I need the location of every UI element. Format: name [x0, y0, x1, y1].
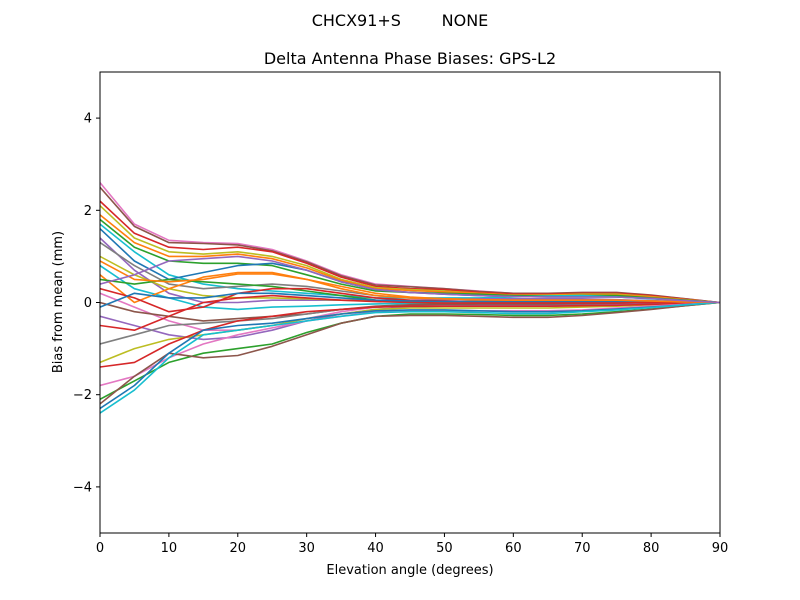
series-line-20 [100, 294, 720, 332]
series-line-26 [100, 301, 720, 405]
series-line-2 [100, 186, 720, 304]
x-axis: 0 10 20 30 40 50 60 70 80 90 [96, 533, 728, 556]
y-tick-label: −4 [73, 480, 92, 495]
series-line-4 [100, 205, 720, 304]
y-tick-label: −2 [73, 388, 92, 403]
series-line-30 [100, 255, 720, 304]
y-tick-label: 4 [84, 112, 92, 127]
chart-title: Delta Antenna Phase Biases: GPS-L2 [264, 49, 556, 68]
y-axis: −4 −2 0 2 4 [73, 112, 100, 495]
x-axis-label: Elevation angle (degrees) [326, 563, 493, 578]
series-line-18 [100, 292, 720, 308]
x-tick-label: 30 [298, 541, 315, 556]
series-layer [100, 182, 720, 414]
x-tick-label: 70 [574, 541, 591, 556]
series-line-24 [100, 301, 720, 387]
series-line-28 [100, 301, 720, 414]
x-tick-label: 90 [712, 541, 729, 556]
series-line-27 [100, 301, 720, 410]
x-tick-label: 40 [367, 541, 384, 556]
series-line-3 [100, 200, 720, 304]
y-tick-label: 2 [84, 204, 92, 219]
y-tick-label: 0 [84, 296, 92, 311]
series-line-29 [100, 260, 720, 304]
x-tick-label: 50 [436, 541, 453, 556]
chart-suptitle: CHCX91+S NONE [312, 11, 489, 30]
x-tick-label: 80 [643, 541, 660, 556]
x-tick-label: 60 [505, 541, 522, 556]
x-tick-label: 0 [96, 541, 104, 556]
y-axis-label: Bias from mean (mm) [51, 231, 66, 373]
x-tick-label: 20 [230, 541, 247, 556]
series-line-17 [100, 301, 720, 322]
x-tick-label: 10 [161, 541, 178, 556]
series-line-25 [100, 301, 720, 401]
